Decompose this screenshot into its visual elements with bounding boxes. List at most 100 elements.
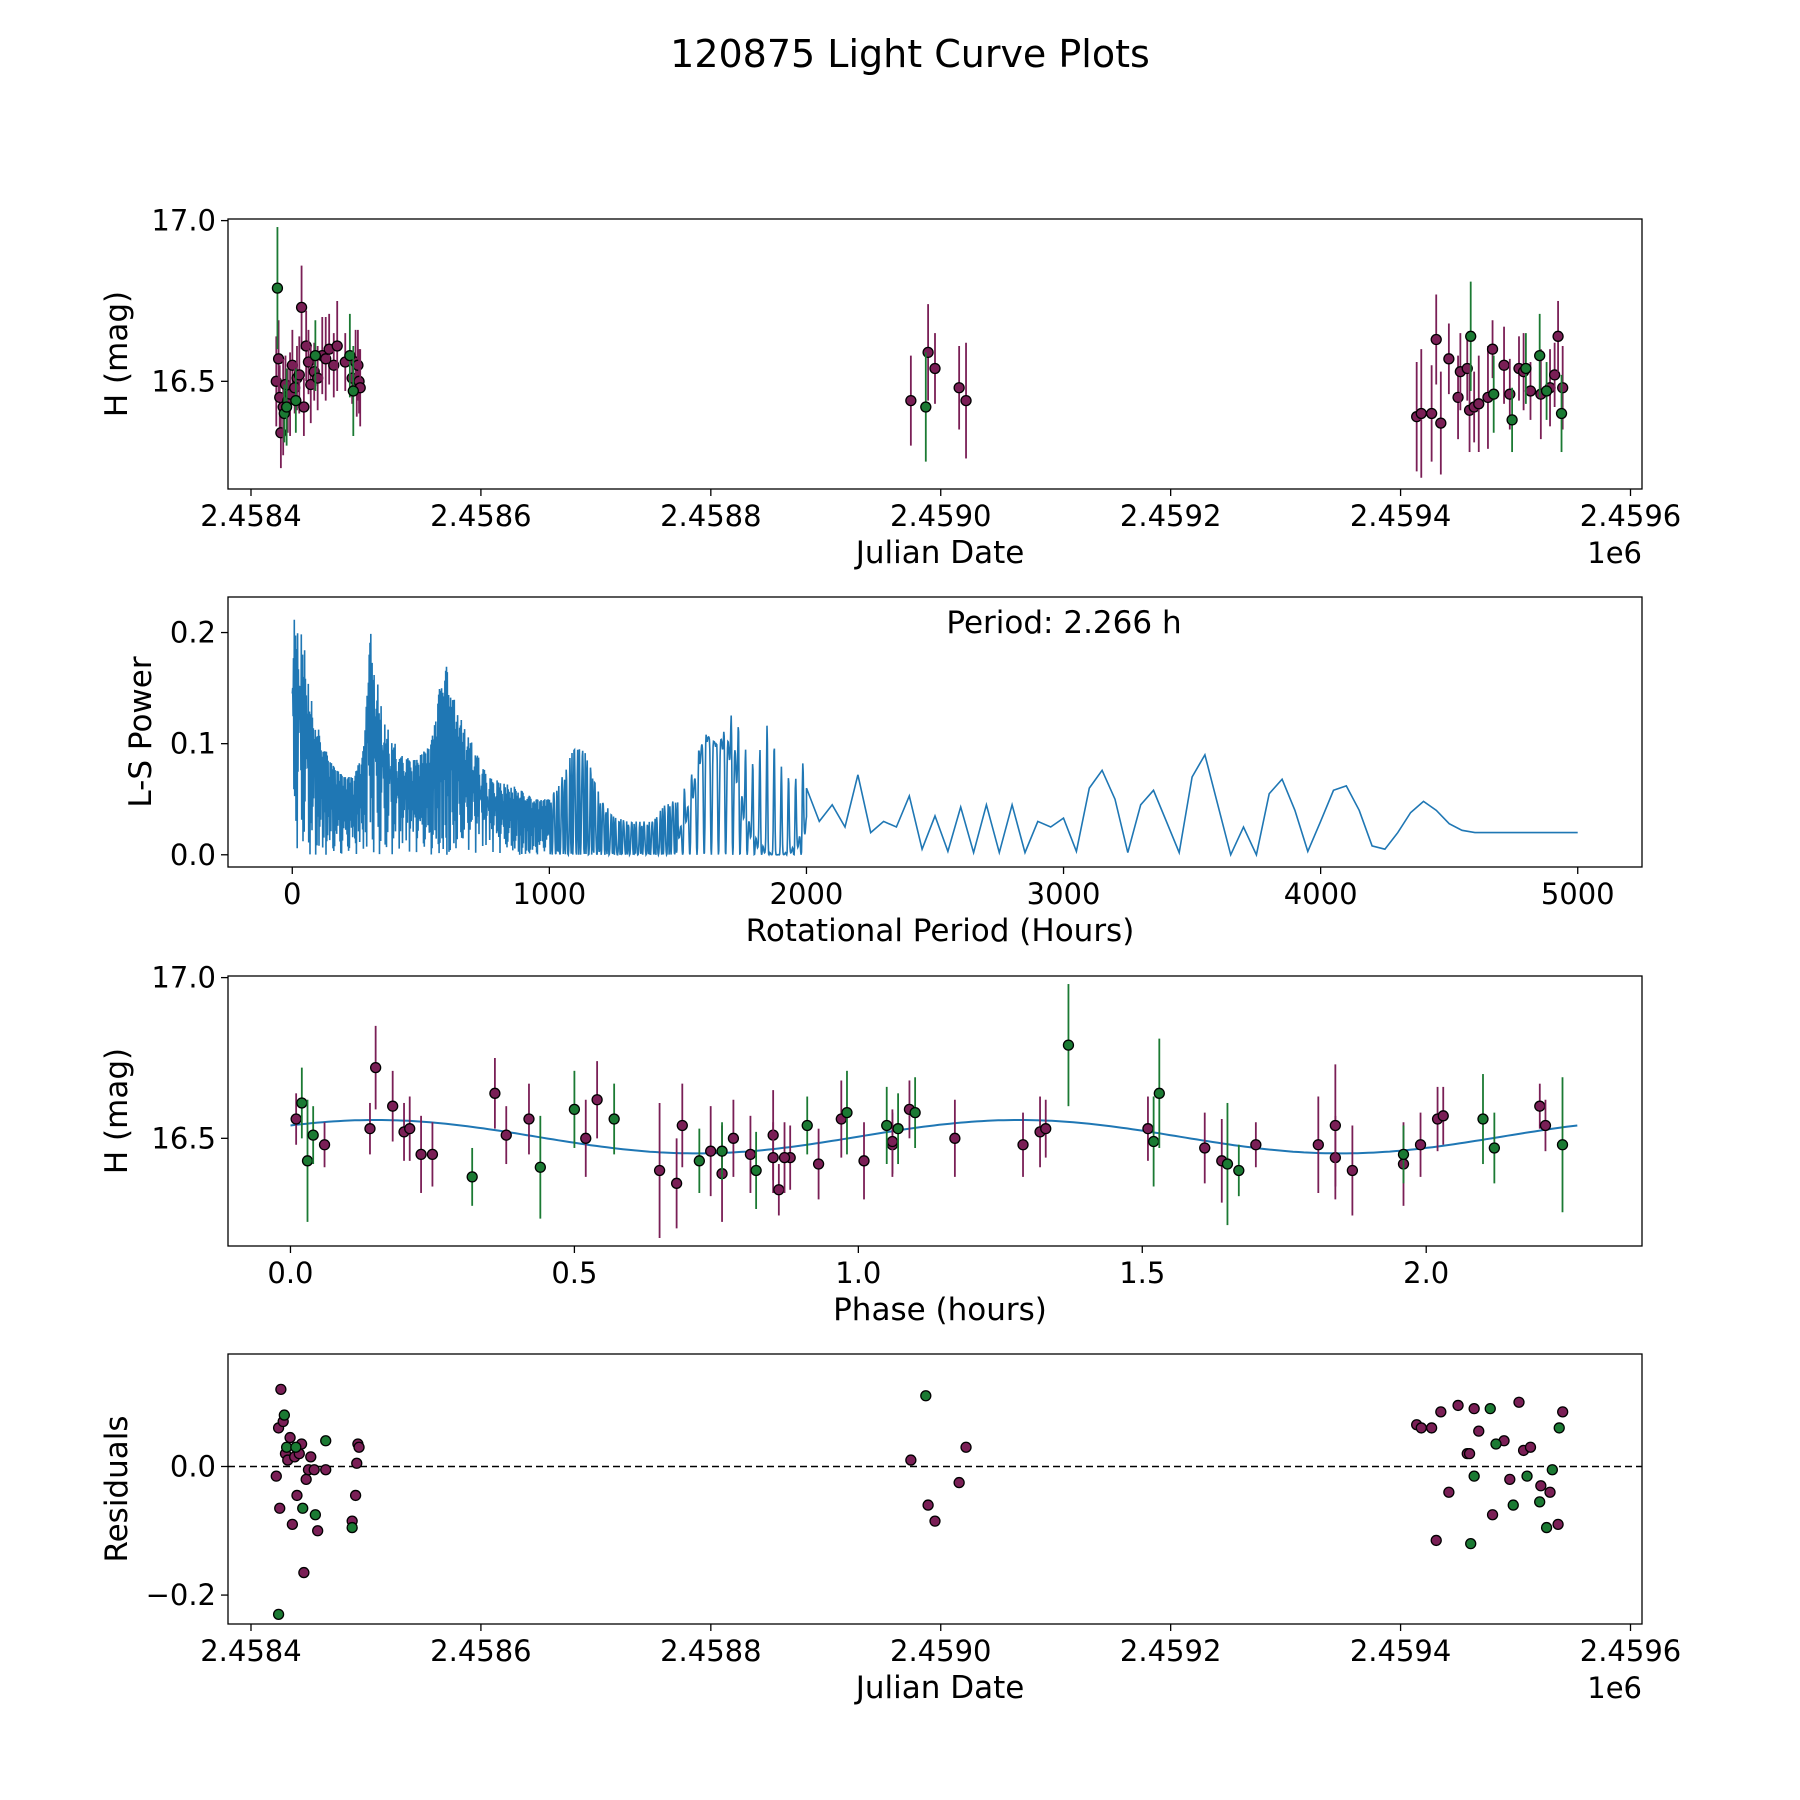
x-axis-label: Julian Date (854, 1670, 1025, 1706)
data-point (670, 1177, 683, 1189)
data-point (693, 1155, 705, 1167)
x-tick-label: 1.5 (1119, 1256, 1165, 1290)
data-point (676, 1119, 688, 1132)
x-tick-label: 2.4590 (890, 1634, 991, 1668)
plot-area (290, 984, 1578, 1238)
data-point (1329, 1119, 1341, 1132)
data-point (909, 1106, 921, 1119)
x-tick-label: 2.4592 (1120, 499, 1221, 533)
data-point (291, 1489, 303, 1502)
y-tick-label: −0.2 (146, 1578, 216, 1612)
figure-title: 120875 Light Curve Plots (670, 32, 1150, 76)
data-point (1415, 407, 1427, 420)
data-point (1414, 1139, 1427, 1151)
data-point (1548, 369, 1561, 381)
data-point (744, 1148, 757, 1161)
data-point (364, 1123, 376, 1135)
x-offset-label: 1e6 (1587, 1671, 1642, 1705)
data-point (308, 1464, 320, 1476)
data-point (1546, 1464, 1558, 1476)
data-point (1486, 343, 1499, 355)
data-point (858, 1155, 870, 1167)
phased-curve-panel: 0.0 0.5 1.0 1.5 2.0 16.5 17.0 Phase (hours) H (m… (99, 961, 1643, 1328)
data-point (929, 1515, 941, 1527)
data-point (352, 359, 364, 371)
data-point (1507, 1499, 1519, 1511)
x-tick-label: 4000 (1284, 877, 1358, 911)
data-point (905, 394, 917, 407)
x-tick-label: 0 (283, 877, 301, 911)
data-point (1513, 1396, 1525, 1408)
data-point (1534, 349, 1546, 362)
data-point (1556, 1139, 1569, 1151)
x-tick-label: 2.4592 (1120, 1634, 1221, 1668)
data-point (289, 382, 301, 394)
data-point (1346, 1164, 1359, 1177)
data-point (1544, 1486, 1556, 1498)
data-point (1524, 1441, 1537, 1453)
data-point (297, 1502, 309, 1514)
periodogram-panel: 0 1000 2000 3000 4000 5000 0.0 0.1 0.2 Rotational… (123, 596, 1643, 949)
data-point (523, 1113, 535, 1125)
data-point (716, 1145, 728, 1157)
data-point (1430, 333, 1442, 346)
data-point (280, 401, 293, 413)
x-tick-label: 2000 (770, 877, 844, 911)
data-point (750, 1164, 762, 1177)
y-axis-label: H (mag) (99, 1048, 135, 1174)
data-point (1540, 1521, 1553, 1534)
light-curve-panel: 2.4584 2.4586 2.4588 2.4590 2.4592 2.4594 2.45… (99, 204, 1681, 571)
data-point (767, 1151, 779, 1164)
data-point (568, 1103, 581, 1116)
data-point (1199, 1142, 1211, 1154)
data-point (1443, 353, 1455, 365)
data-point (1557, 1406, 1569, 1418)
data-point (920, 1390, 932, 1402)
data-point (320, 353, 332, 365)
data-point (489, 1087, 501, 1099)
x-tick-label: 2.4586 (430, 1634, 531, 1668)
data-point (466, 1171, 478, 1183)
data-point (1534, 1496, 1546, 1508)
data-point (293, 369, 305, 381)
x-tick-label: 2.4596 (1580, 1634, 1681, 1668)
plot-area (270, 227, 1569, 478)
residuals-panel: 2.4584 2.4586 2.4588 2.4590 2.4592 2.4594 2.45… (99, 1353, 1681, 1706)
x-axis-label: Rotational Period (Hours) (746, 913, 1135, 949)
data-point (1539, 1119, 1552, 1132)
x-tick-label: 2.4586 (430, 499, 531, 533)
data-point (727, 1132, 740, 1144)
data-point (278, 1409, 290, 1421)
data-point (290, 394, 302, 407)
y-tick-label: 0.0 (170, 1450, 216, 1484)
data-point (1553, 1422, 1565, 1434)
x-axis-label: Phase (hours) (833, 1292, 1047, 1328)
data-point (1557, 382, 1569, 394)
data-point (653, 1164, 666, 1177)
data-point (295, 301, 308, 314)
data-point (580, 1132, 592, 1144)
data-point (290, 1441, 302, 1453)
data-point (387, 1100, 399, 1112)
x-tick-label: 2.4596 (1580, 499, 1681, 533)
data-point (841, 1106, 853, 1119)
y-tick-label: 0.0 (170, 838, 216, 872)
data-point (301, 1155, 314, 1167)
data-point (1473, 1425, 1485, 1437)
x-tick-label: 2.4594 (1350, 499, 1451, 533)
data-point (1017, 1139, 1029, 1151)
data-point (305, 1451, 317, 1463)
data-point (320, 1464, 332, 1476)
data-point (1463, 1447, 1476, 1460)
data-point (331, 340, 343, 352)
data-point (404, 1123, 416, 1135)
data-point (773, 1184, 785, 1196)
y-axis-label: Residuals (99, 1415, 135, 1562)
plot-area (291, 619, 1578, 858)
data-point (1397, 1148, 1410, 1161)
x-tick-label: 0.0 (267, 1256, 313, 1290)
data-point (274, 1502, 286, 1514)
data-point (271, 282, 284, 294)
data-point (279, 378, 292, 391)
